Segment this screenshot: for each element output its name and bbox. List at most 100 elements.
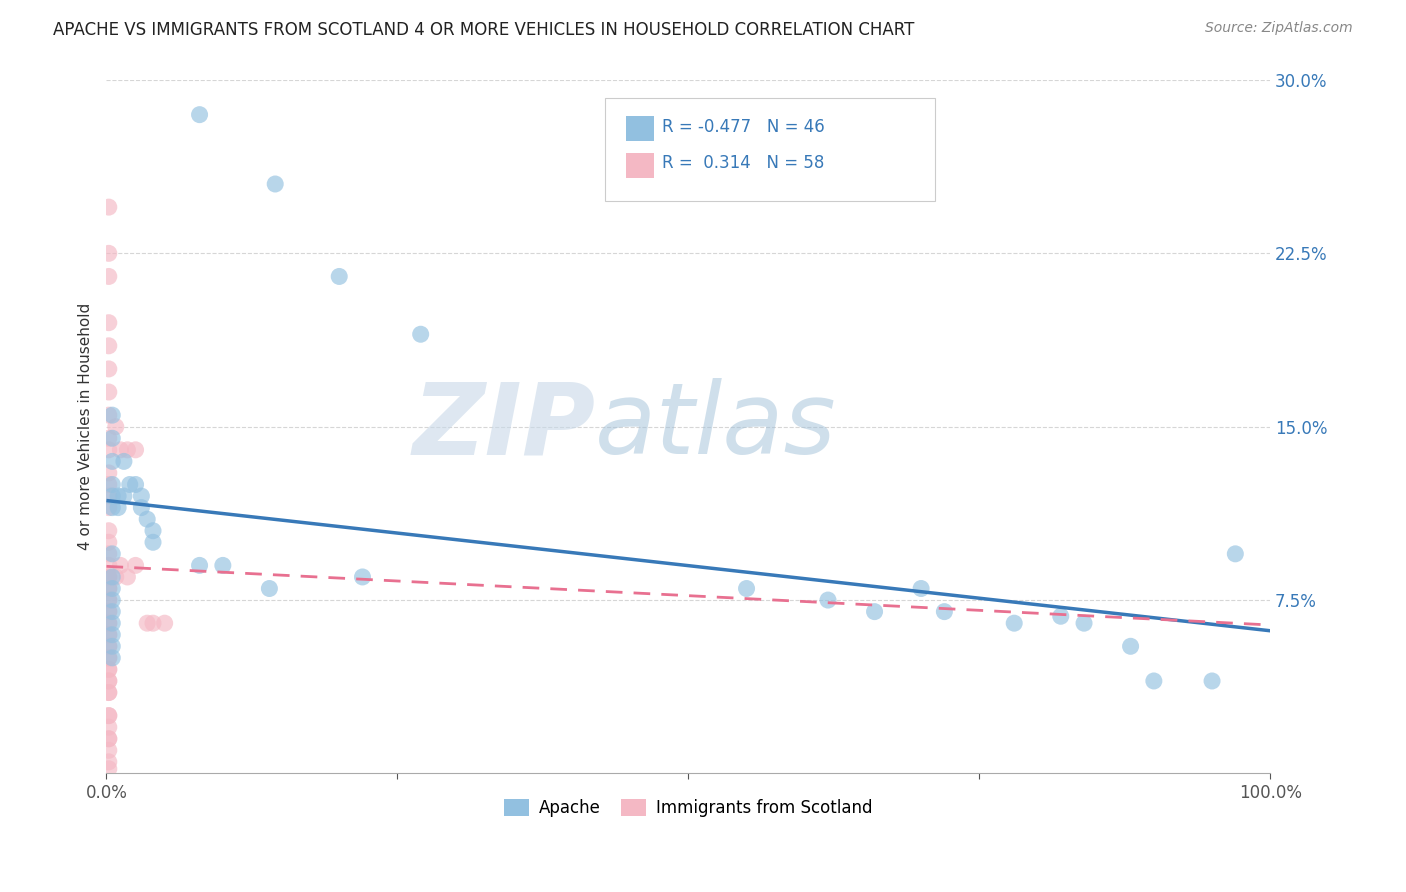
Point bbox=[352, 570, 374, 584]
Point bbox=[97, 743, 120, 757]
Point bbox=[817, 593, 839, 607]
Point bbox=[131, 489, 153, 503]
Point bbox=[101, 547, 124, 561]
Legend: Apache, Immigrants from Scotland: Apache, Immigrants from Scotland bbox=[498, 793, 879, 824]
Point bbox=[1225, 547, 1247, 561]
Point bbox=[97, 269, 120, 284]
Point bbox=[1143, 673, 1166, 688]
Point bbox=[97, 535, 120, 549]
Point bbox=[153, 616, 176, 631]
Point bbox=[97, 651, 120, 665]
Point bbox=[97, 731, 120, 746]
Point bbox=[97, 593, 120, 607]
Point bbox=[101, 640, 124, 654]
Point bbox=[97, 605, 120, 619]
Point bbox=[409, 327, 432, 342]
Point bbox=[97, 316, 120, 330]
Text: ZIP: ZIP bbox=[412, 378, 595, 475]
Point bbox=[142, 616, 165, 631]
Point bbox=[142, 524, 165, 538]
Point bbox=[101, 582, 124, 596]
Point bbox=[101, 477, 124, 491]
Point bbox=[1119, 640, 1142, 654]
Point bbox=[97, 489, 120, 503]
Point bbox=[131, 500, 153, 515]
Point bbox=[97, 582, 120, 596]
Text: R =  0.314   N = 58: R = 0.314 N = 58 bbox=[662, 154, 824, 172]
Point bbox=[97, 673, 120, 688]
Point bbox=[110, 558, 132, 573]
Text: R = -0.477   N = 46: R = -0.477 N = 46 bbox=[662, 118, 825, 136]
Point bbox=[97, 720, 120, 734]
Point bbox=[97, 731, 120, 746]
Point bbox=[101, 651, 124, 665]
Point bbox=[863, 605, 886, 619]
Point bbox=[101, 454, 124, 468]
Point bbox=[1073, 616, 1095, 631]
Point bbox=[97, 662, 120, 676]
Point bbox=[142, 535, 165, 549]
Point bbox=[97, 431, 120, 445]
Point bbox=[97, 339, 120, 353]
Point bbox=[1002, 616, 1025, 631]
Point bbox=[101, 593, 124, 607]
Point bbox=[97, 616, 120, 631]
Point bbox=[112, 489, 135, 503]
Point bbox=[97, 570, 120, 584]
Y-axis label: 4 or more Vehicles in Household: 4 or more Vehicles in Household bbox=[79, 303, 93, 550]
Point bbox=[101, 570, 124, 584]
Point bbox=[97, 628, 120, 642]
Point bbox=[934, 605, 956, 619]
Point bbox=[97, 640, 120, 654]
Text: Source: ZipAtlas.com: Source: ZipAtlas.com bbox=[1205, 21, 1353, 36]
Point bbox=[97, 442, 120, 457]
Point bbox=[136, 616, 159, 631]
Point bbox=[101, 408, 124, 422]
Point bbox=[97, 605, 120, 619]
Point bbox=[97, 408, 120, 422]
Point bbox=[97, 673, 120, 688]
Point bbox=[104, 419, 127, 434]
Point bbox=[211, 558, 233, 573]
Point bbox=[188, 558, 211, 573]
Point bbox=[107, 500, 129, 515]
Point bbox=[97, 708, 120, 723]
Point bbox=[188, 108, 211, 122]
Point bbox=[97, 384, 120, 399]
Point bbox=[97, 593, 120, 607]
Point bbox=[97, 685, 120, 699]
Point bbox=[264, 177, 287, 191]
Point bbox=[124, 558, 146, 573]
Point bbox=[117, 570, 139, 584]
Text: atlas: atlas bbox=[595, 378, 837, 475]
Point bbox=[97, 708, 120, 723]
Point bbox=[97, 570, 120, 584]
Point bbox=[107, 489, 129, 503]
Point bbox=[101, 431, 124, 445]
Point bbox=[97, 640, 120, 654]
Point bbox=[97, 477, 120, 491]
Point bbox=[328, 269, 350, 284]
Point bbox=[112, 454, 135, 468]
Point bbox=[97, 685, 120, 699]
Point bbox=[1049, 609, 1071, 624]
Point bbox=[97, 662, 120, 676]
Point bbox=[101, 616, 124, 631]
Point bbox=[101, 605, 124, 619]
Point bbox=[97, 558, 120, 573]
Point bbox=[101, 500, 124, 515]
Point bbox=[97, 547, 120, 561]
Point bbox=[104, 570, 127, 584]
Point bbox=[97, 362, 120, 376]
Point bbox=[735, 582, 758, 596]
Point bbox=[101, 489, 124, 503]
Point bbox=[97, 246, 120, 260]
Point bbox=[117, 442, 139, 457]
Point bbox=[97, 200, 120, 214]
Point bbox=[97, 582, 120, 596]
Point bbox=[97, 651, 120, 665]
Point bbox=[97, 466, 120, 480]
Point bbox=[97, 755, 120, 769]
Point bbox=[97, 500, 120, 515]
Point bbox=[124, 442, 146, 457]
